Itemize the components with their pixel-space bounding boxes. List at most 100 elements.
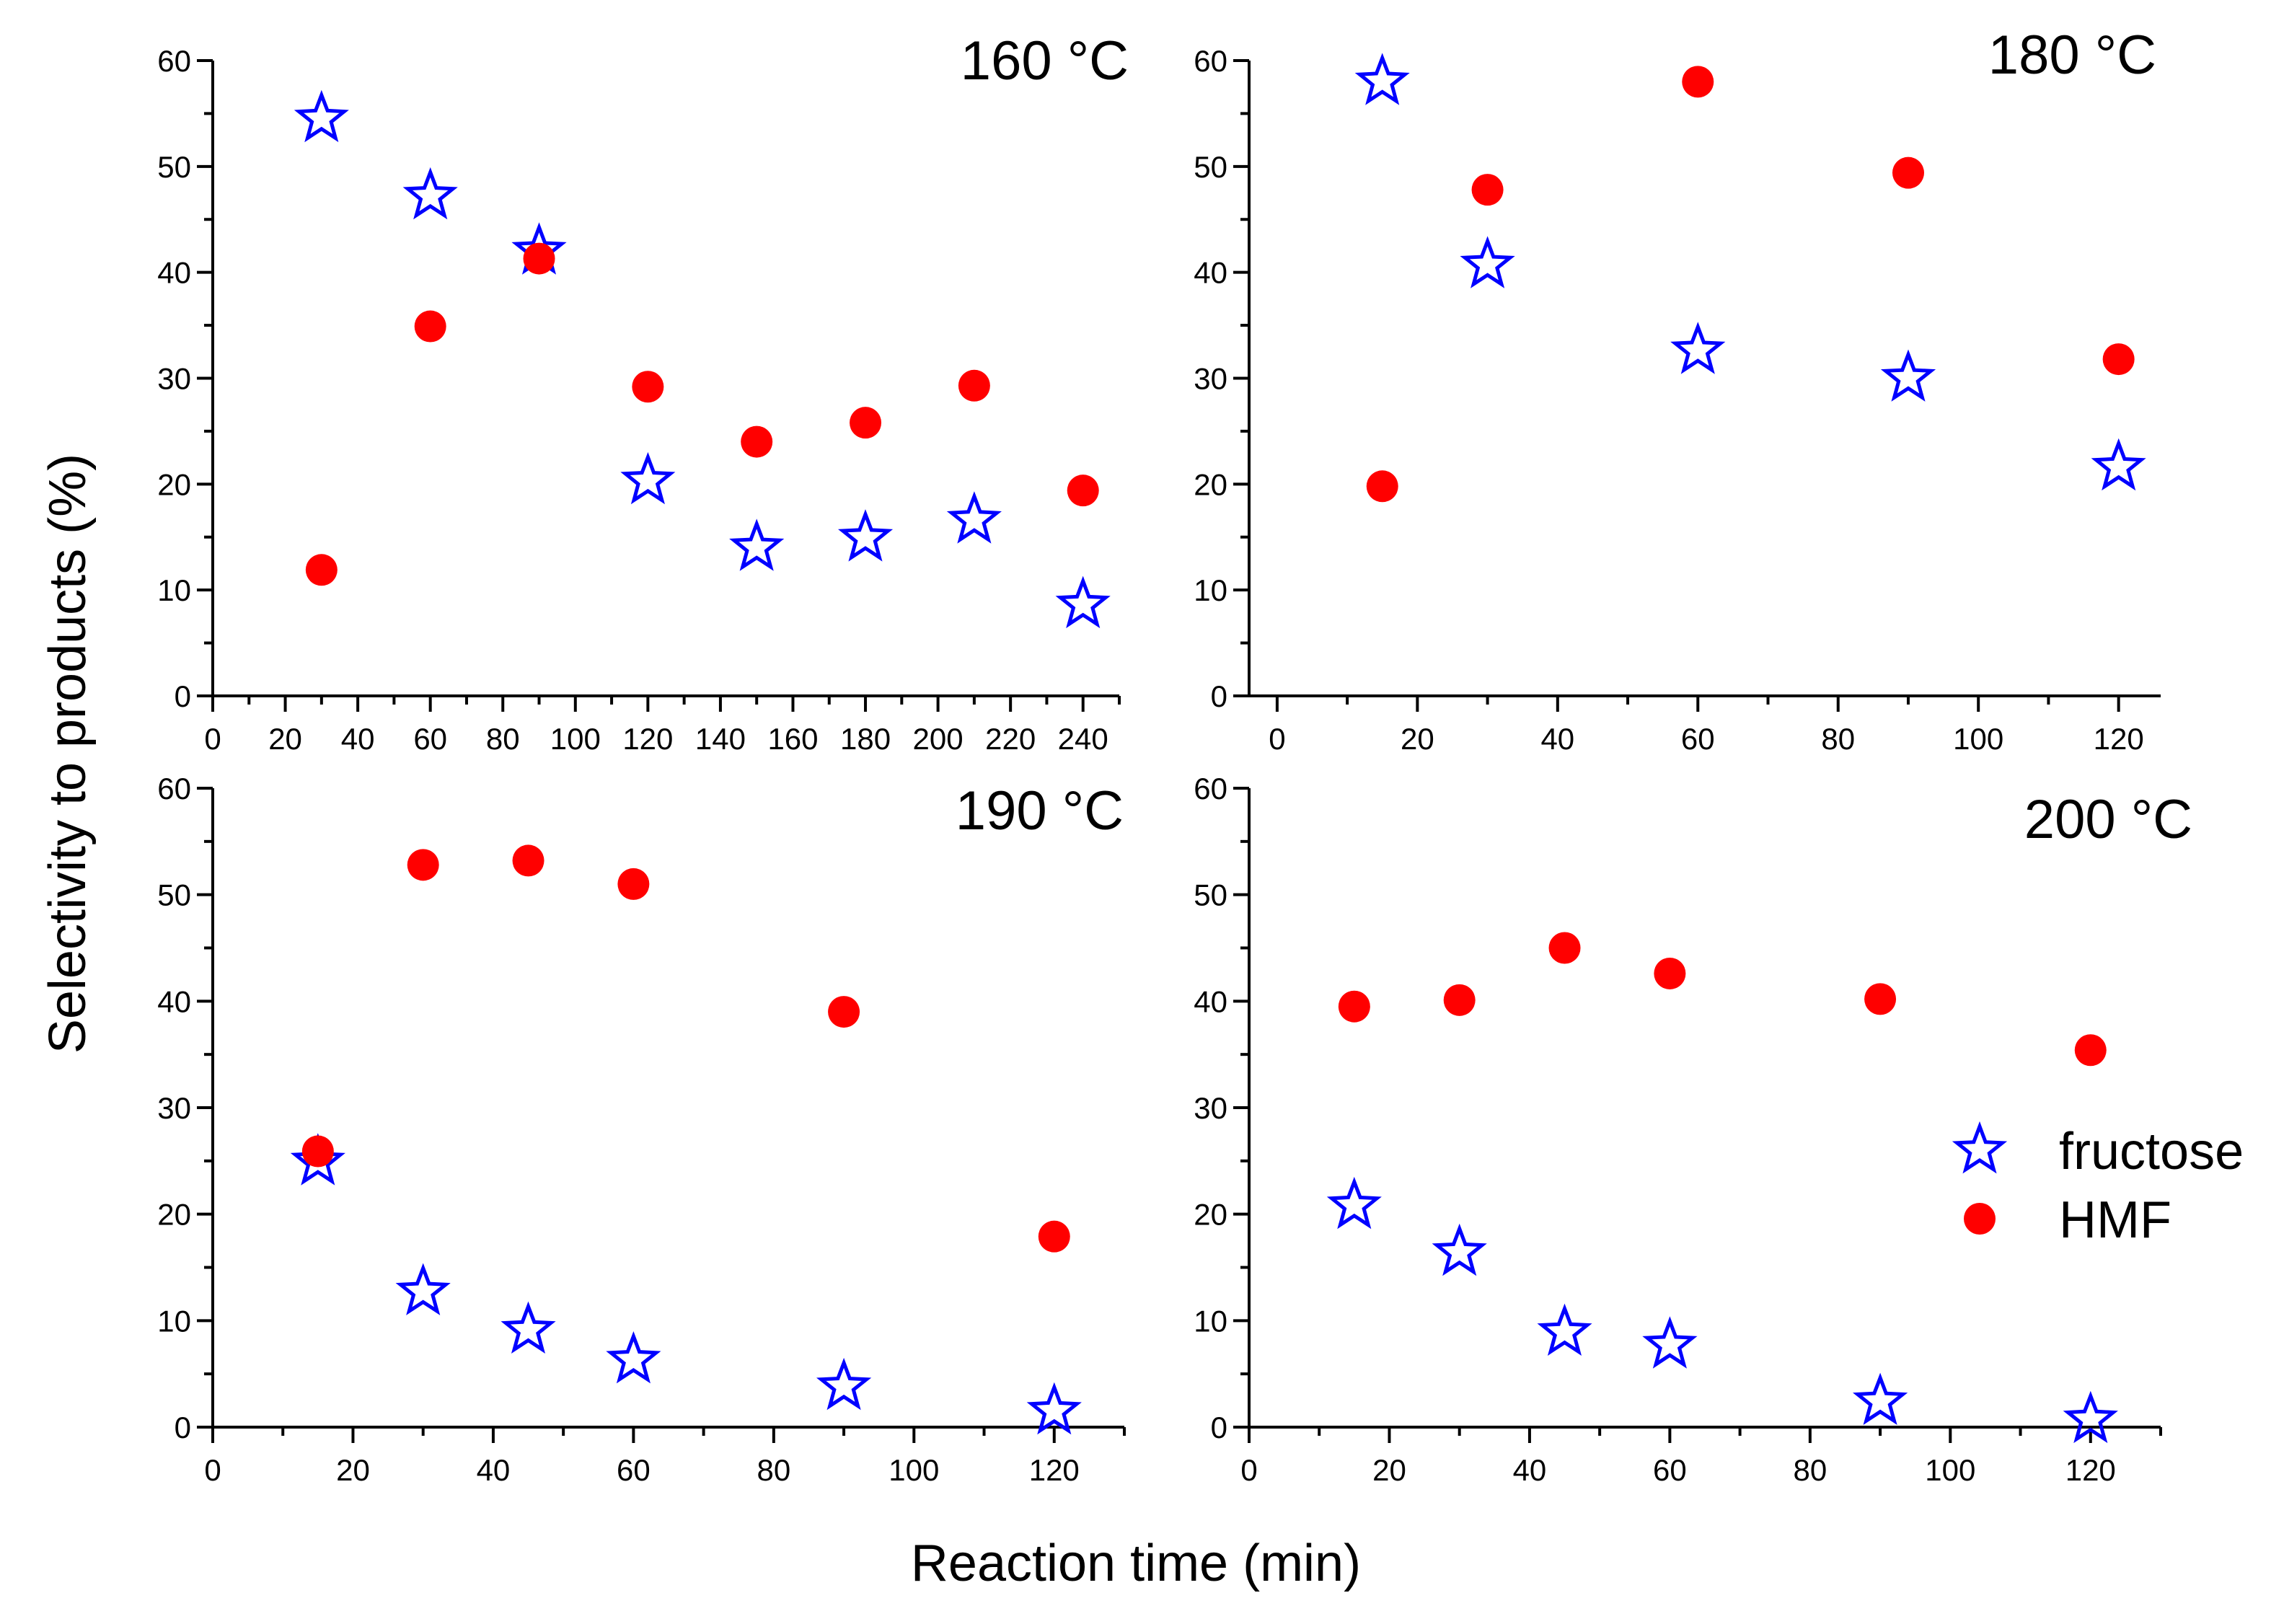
fructose-point — [395, 1263, 451, 1315]
fructose-point — [294, 89, 349, 143]
hmf-point — [632, 371, 664, 403]
legend-hmf-marker — [1964, 1203, 1996, 1235]
hmf-point — [414, 310, 446, 343]
x-tick-label: 80 — [757, 1453, 790, 1487]
fructose-point — [1853, 1372, 1908, 1426]
y-tick-label: 30 — [157, 1091, 191, 1125]
x-tick-label: 100 — [1925, 1453, 1975, 1487]
y-tick-label: 30 — [157, 362, 191, 396]
y-tick-label: 60 — [1194, 772, 1227, 806]
x-tick-label: 120 — [622, 722, 673, 756]
y-tick-label: 20 — [1194, 467, 1227, 501]
x-tick-label: 100 — [1953, 722, 2003, 756]
fructose-point — [838, 509, 894, 562]
hmf-point — [1038, 1220, 1070, 1253]
x-tick-label: 20 — [1372, 1453, 1406, 1487]
x-tick-label: 60 — [617, 1453, 651, 1487]
hmf-point — [1864, 983, 1897, 1015]
hmf-point — [1338, 990, 1370, 1023]
x-tick-label: 220 — [985, 722, 1036, 756]
y-tick-label: 10 — [1194, 573, 1227, 607]
x-axis-title: Reaction time (min) — [911, 1535, 1361, 1592]
y-axis-title: Selectivity to products (%) — [39, 454, 97, 1054]
y-tick-label: 40 — [1194, 984, 1227, 1018]
y-tick-label: 10 — [157, 573, 191, 607]
panel-3: 0 10 20 30 40 50 60 0 20 40 60 80 100 120 190 °C — [157, 772, 1126, 1487]
x-tick-label: 40 — [477, 1453, 511, 1487]
x-tick-label: 40 — [1513, 1453, 1547, 1487]
y-tick-label: 50 — [157, 878, 191, 912]
y-tick-label: 50 — [1194, 878, 1227, 912]
panel-2: 0 10 20 30 40 50 60 0 20 40 60 80 100 120 180 °C — [1194, 25, 2161, 756]
x-tick-label: 60 — [1653, 1453, 1687, 1487]
x-tick-label: 20 — [336, 1453, 370, 1487]
fructose-point — [1026, 1382, 1082, 1435]
y-tick-label: 0 — [1211, 679, 1227, 713]
x-tick-label: 80 — [1821, 722, 1855, 756]
fructose-point — [620, 451, 676, 505]
fructose-point — [946, 491, 1002, 544]
y-tick-label: 10 — [157, 1304, 191, 1338]
x-tick-label: 120 — [2094, 722, 2144, 756]
x-tick-label: 140 — [695, 722, 746, 756]
panel-title: 160 °C — [961, 30, 1129, 92]
fructose-point — [1326, 1176, 1382, 1230]
panel-title: 200 °C — [2024, 789, 2192, 850]
y-tick-label: 0 — [1211, 1411, 1227, 1444]
x-tick-label: 40 — [1540, 722, 1574, 756]
y-tick-label: 60 — [1194, 44, 1227, 78]
hmf-point — [958, 369, 990, 402]
x-tick-label: 0 — [204, 1453, 221, 1487]
fructose-point — [1670, 322, 1726, 374]
x-tick-label: 20 — [1401, 722, 1434, 756]
hmf-point — [850, 407, 882, 439]
fructose-point — [402, 167, 458, 220]
fructose-point — [1642, 1316, 1698, 1369]
fructose-point — [2091, 438, 2146, 491]
hmf-point — [523, 242, 555, 275]
hmf-point — [2102, 343, 2135, 376]
x-tick-label: 120 — [1029, 1453, 1080, 1487]
hmf-point — [741, 425, 773, 458]
legend-label: HMF — [2059, 1191, 2171, 1249]
fructose-point — [1537, 1303, 1592, 1356]
y-tick-label: 50 — [157, 150, 191, 184]
x-tick-label: 0 — [204, 722, 221, 756]
legend: fructose HMF — [1952, 1121, 2244, 1249]
hmf-point — [828, 996, 860, 1028]
y-tick-label: 50 — [1194, 150, 1227, 184]
legend-fructose-marker — [1952, 1121, 2008, 1174]
hmf-point — [2074, 1034, 2107, 1067]
y-tick-label: 40 — [1194, 256, 1227, 290]
fructose-point — [1354, 53, 1410, 105]
x-tick-label: 240 — [1058, 722, 1108, 756]
y-tick-label: 10 — [1194, 1304, 1227, 1338]
x-tick-label: 200 — [913, 722, 964, 756]
x-tick-label: 80 — [486, 722, 520, 756]
fructose-point — [1432, 1223, 1487, 1276]
y-tick-label: 20 — [157, 467, 191, 501]
y-tick-label: 30 — [1194, 362, 1227, 396]
fructose-point — [816, 1357, 872, 1411]
hmf-point — [305, 554, 338, 586]
fructose-point — [1055, 575, 1111, 629]
x-tick-label: 80 — [1793, 1453, 1827, 1487]
x-tick-label: 120 — [2065, 1453, 2116, 1487]
y-tick-label: 40 — [157, 256, 191, 290]
x-tick-label: 60 — [413, 722, 447, 756]
y-tick-label: 20 — [1194, 1198, 1227, 1232]
x-tick-label: 40 — [341, 722, 375, 756]
hmf-point — [1067, 475, 1099, 507]
x-tick-label: 0 — [1269, 722, 1285, 756]
y-tick-label: 60 — [157, 44, 191, 78]
panel-1: 0 10 20 30 40 50 60 0 20 40 60 80 100 120 140 160 180 200… — [157, 30, 1129, 756]
panel-title: 190 °C — [956, 780, 1124, 842]
x-tick-label: 100 — [889, 1453, 939, 1487]
fructose-point — [1880, 349, 1936, 402]
hmf-point — [1471, 174, 1504, 206]
hmf-point — [1682, 66, 1714, 98]
y-tick-label: 0 — [175, 1411, 191, 1444]
x-tick-label: 0 — [1240, 1453, 1257, 1487]
